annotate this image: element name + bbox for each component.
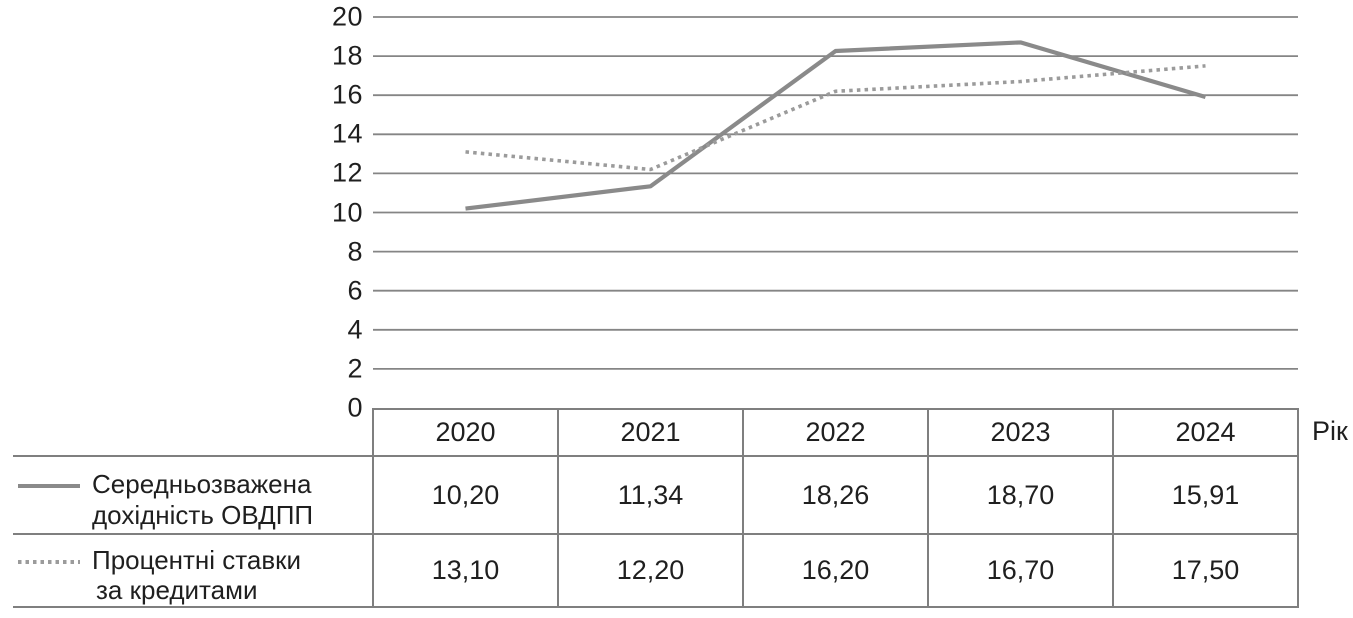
year-header-cell: 2022 <box>742 408 929 457</box>
value-cell: 18,26 <box>742 455 929 535</box>
plot-area <box>373 16 1298 370</box>
y-tick-label: 12 <box>331 157 363 188</box>
value-cell: 12,20 <box>557 533 744 608</box>
table-row-series-2: Процентні ставки за кредитами 13,10 12,2… <box>13 533 1299 608</box>
legend-header-cell <box>13 409 374 457</box>
y-tick-label: 20 <box>331 1 363 32</box>
value-cell: 11,34 <box>557 455 744 535</box>
value-cell: 15,91 <box>1112 455 1299 535</box>
y-tick-label: 18 <box>331 40 363 71</box>
table-header-row: 2020 2021 2022 2023 2024 <box>13 408 1299 457</box>
value-cell: 10,20 <box>372 455 559 535</box>
series-1-label-line-2: дохідність ОВДПП <box>92 499 314 530</box>
year-header-cell: 2023 <box>927 408 1114 457</box>
y-tick-label: 16 <box>331 79 363 110</box>
y-tick-label: 4 <box>347 314 363 345</box>
y-tick-label: 10 <box>331 197 363 227</box>
y-tick-label: 6 <box>347 275 363 306</box>
series-1-label: Середньозважена дохідність ОВДПП <box>92 460 313 530</box>
x-axis-title: Рік <box>1312 416 1348 446</box>
year-header-cell: 2020 <box>372 408 559 457</box>
table-row-series-1: Середньозважена дохідність ОВДПП 10,20 1… <box>13 455 1299 535</box>
value-cell: 17,50 <box>1112 533 1299 608</box>
legend-cell-series-1: Середньозважена дохідність ОВДПП <box>13 455 374 535</box>
y-tick-label: 14 <box>331 118 363 149</box>
series-2-label-line-2: за кредитами <box>96 575 258 605</box>
series-line-solid <box>465 40 1207 211</box>
y-tick-label: 8 <box>347 236 363 267</box>
year-header-cell: 2021 <box>557 408 744 457</box>
value-cell: 16,20 <box>742 533 929 608</box>
dotted-line-legend-swatch <box>18 559 80 564</box>
series-2-label-line-1: Процентні ставки <box>92 544 302 575</box>
y-axis: 0 2 4 6 8 10 12 14 16 18 20 <box>0 0 363 421</box>
year-header-cell: 2024 <box>1112 408 1299 457</box>
solid-line-legend-swatch <box>18 484 80 489</box>
series-1-label-line-1: Середньозважена <box>92 469 312 500</box>
series-line-dotted <box>465 64 1206 172</box>
value-cell: 16,70 <box>927 533 1114 608</box>
series-2-label: Процентні ставки за кредитами <box>92 536 301 606</box>
value-cell: 18,70 <box>927 455 1114 535</box>
value-cell: 13,10 <box>372 533 559 608</box>
y-tick-label: 2 <box>347 353 363 384</box>
data-table: 2020 2021 2022 2023 2024 Середньозважена… <box>13 408 1299 608</box>
legend-cell-series-2: Процентні ставки за кредитами <box>13 533 374 608</box>
